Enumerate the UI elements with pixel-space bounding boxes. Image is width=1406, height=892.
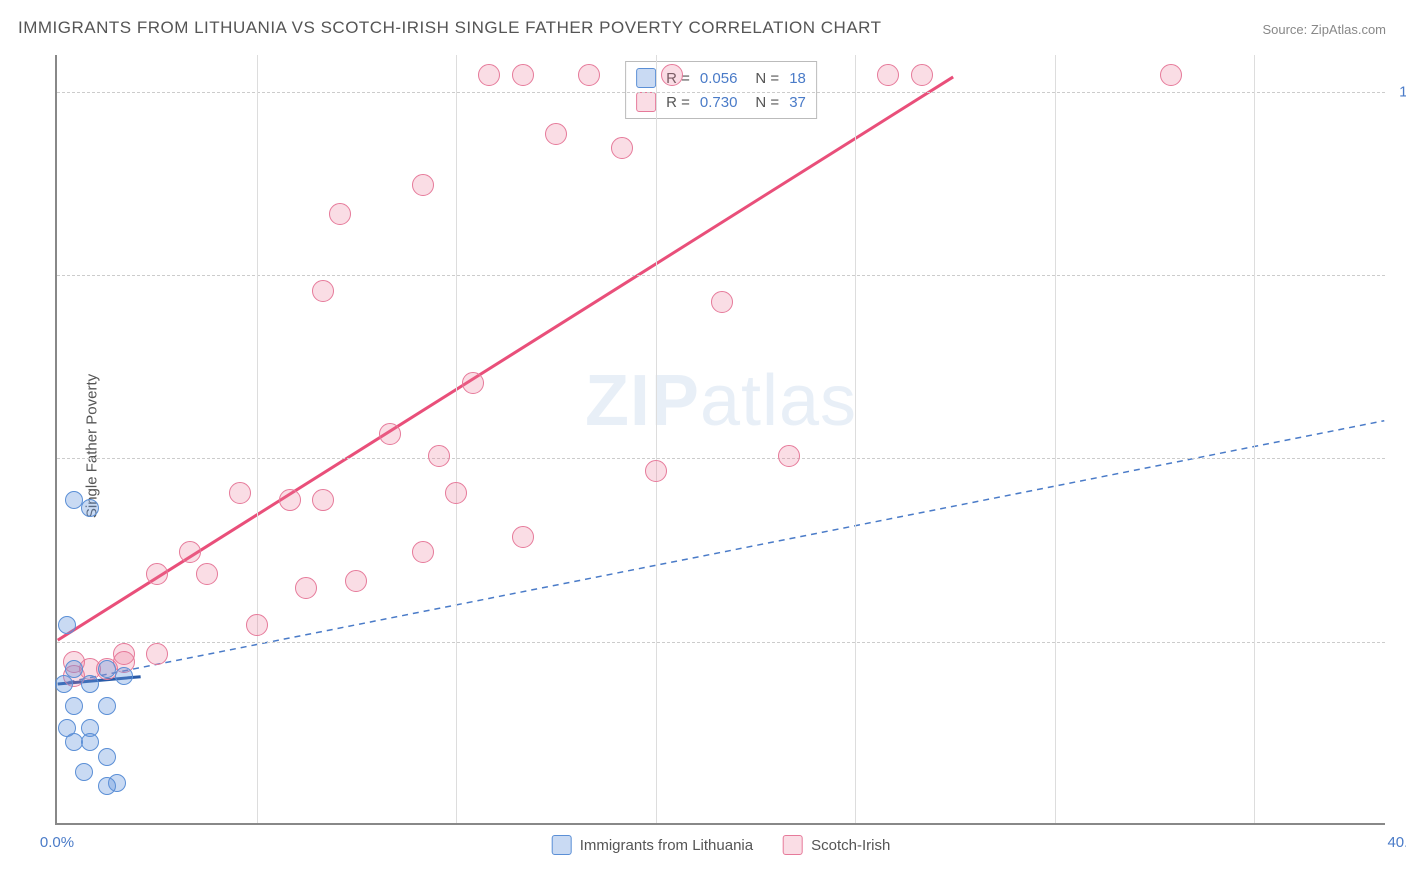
- chart-container: IMMIGRANTS FROM LITHUANIA VS SCOTCH-IRIS…: [0, 0, 1406, 892]
- scatter-point-pink: [329, 203, 351, 225]
- legend-item-blue: Immigrants from Lithuania: [552, 835, 753, 855]
- scatter-point-blue: [65, 697, 83, 715]
- plot-area: ZIPatlas R = 0.056 N = 18 R = 0.730 N = …: [55, 55, 1385, 825]
- scatter-point-blue: [98, 748, 116, 766]
- scatter-point-blue: [58, 616, 76, 634]
- legend-series: Immigrants from Lithuania Scotch-Irish: [552, 835, 891, 855]
- gridline-vertical: [1254, 55, 1255, 823]
- source-attribution: Source: ZipAtlas.com: [1262, 22, 1386, 37]
- scatter-point-pink: [778, 445, 800, 467]
- scatter-point-blue: [81, 499, 99, 517]
- r-value: 0.056: [700, 70, 738, 87]
- n-label: N =: [755, 70, 779, 87]
- chart-title: IMMIGRANTS FROM LITHUANIA VS SCOTCH-IRIS…: [18, 18, 882, 38]
- scatter-point-pink: [545, 123, 567, 145]
- scatter-point-blue: [81, 733, 99, 751]
- scatter-point-pink: [312, 489, 334, 511]
- swatch-pink-icon: [783, 835, 803, 855]
- swatch-pink-icon: [636, 92, 656, 112]
- scatter-point-pink: [512, 64, 534, 86]
- r-value: 0.730: [700, 94, 738, 111]
- scatter-point-pink: [711, 291, 733, 313]
- gridline-vertical: [855, 55, 856, 823]
- scatter-point-pink: [512, 526, 534, 548]
- swatch-blue-icon: [636, 68, 656, 88]
- scatter-point-pink: [146, 643, 168, 665]
- watermark-bold: ZIP: [585, 361, 700, 441]
- scatter-point-pink: [911, 64, 933, 86]
- scatter-point-pink: [345, 570, 367, 592]
- gridline-vertical: [1055, 55, 1056, 823]
- scatter-point-blue: [98, 660, 116, 678]
- scatter-point-pink: [179, 541, 201, 563]
- n-value: 37: [789, 94, 806, 111]
- scatter-point-pink: [412, 174, 434, 196]
- legend-stats: R = 0.056 N = 18 R = 0.730 N = 37: [625, 61, 817, 119]
- scatter-point-pink: [229, 482, 251, 504]
- scatter-point-pink: [379, 423, 401, 445]
- scatter-point-pink: [312, 280, 334, 302]
- x-tick-label: 0.0%: [40, 834, 74, 851]
- r-label: R =: [666, 94, 690, 111]
- swatch-blue-icon: [552, 835, 572, 855]
- scatter-point-pink: [661, 64, 683, 86]
- watermark: ZIPatlas: [585, 360, 857, 442]
- scatter-point-blue: [98, 777, 116, 795]
- scatter-point-blue: [55, 675, 73, 693]
- gridline-vertical: [257, 55, 258, 823]
- y-tick-label: 100.0%: [1399, 83, 1406, 100]
- scatter-point-pink: [478, 64, 500, 86]
- scatter-point-pink: [246, 614, 268, 636]
- scatter-point-pink: [196, 563, 218, 585]
- n-label: N =: [755, 94, 779, 111]
- scatter-point-pink: [412, 541, 434, 563]
- gridline-vertical: [456, 55, 457, 823]
- scatter-point-pink: [445, 482, 467, 504]
- legend-stats-row-pink: R = 0.730 N = 37: [636, 90, 806, 114]
- scatter-point-pink: [645, 460, 667, 482]
- scatter-point-blue: [65, 733, 83, 751]
- legend-label: Scotch-Irish: [811, 837, 890, 854]
- scatter-point-pink: [146, 563, 168, 585]
- x-tick-label-last: 40.0%: [1387, 834, 1406, 851]
- scatter-point-pink: [877, 64, 899, 86]
- scatter-point-pink: [1160, 64, 1182, 86]
- n-value: 18: [789, 70, 806, 87]
- scatter-point-blue: [75, 763, 93, 781]
- scatter-point-pink: [428, 445, 450, 467]
- legend-label: Immigrants from Lithuania: [580, 837, 753, 854]
- scatter-point-pink: [295, 577, 317, 599]
- gridline-vertical: [656, 55, 657, 823]
- legend-item-pink: Scotch-Irish: [783, 835, 890, 855]
- scatter-point-blue: [81, 675, 99, 693]
- scatter-point-blue: [115, 667, 133, 685]
- scatter-point-pink: [611, 137, 633, 159]
- scatter-point-blue: [65, 491, 83, 509]
- scatter-point-blue: [98, 697, 116, 715]
- watermark-light: atlas: [700, 361, 857, 441]
- scatter-point-pink: [578, 64, 600, 86]
- scatter-point-pink: [462, 372, 484, 394]
- scatter-point-pink: [279, 489, 301, 511]
